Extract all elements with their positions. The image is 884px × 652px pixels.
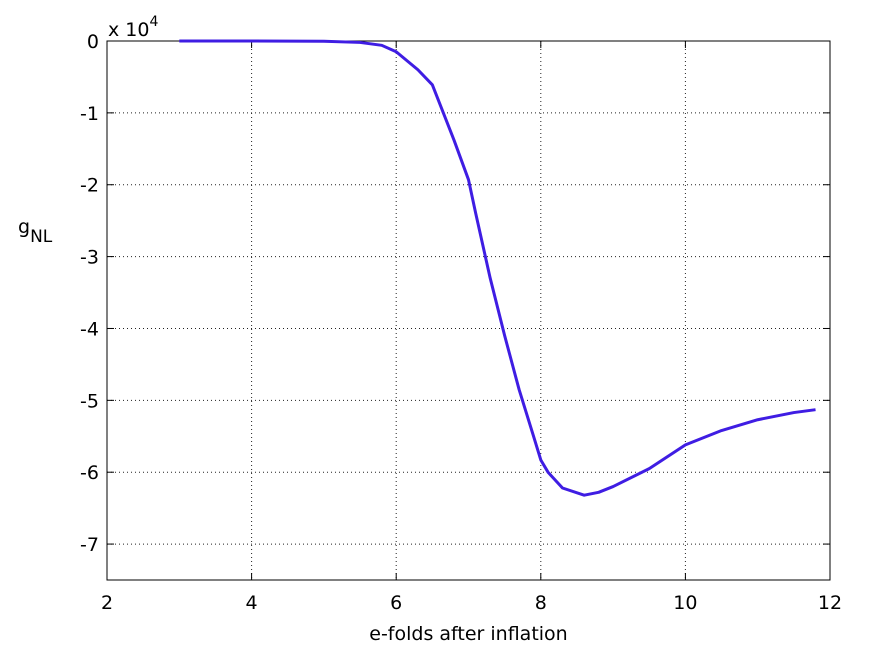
y-tick-label: -1: [80, 103, 99, 125]
plot-frame: [106, 40, 831, 581]
x-tick-label: 8: [535, 592, 547, 614]
x-tick-label: 2: [101, 592, 113, 614]
y-exponent-base: x 10: [108, 19, 149, 41]
y-axis-label: gNL: [18, 216, 53, 247]
x-axis-label: e-folds after inflation: [369, 623, 567, 645]
y-tick-label: -2: [80, 175, 99, 197]
y-tick-label: -3: [80, 247, 99, 269]
x-tick-label: 10: [673, 592, 697, 614]
y-tick-label: -5: [80, 390, 99, 412]
y-exponent-power: 4: [149, 14, 158, 30]
y-axis-label-subscript: NL: [30, 227, 53, 247]
x-tick-label: 12: [818, 592, 842, 614]
y-tick-label: 0: [87, 31, 99, 53]
y-tick-label: -4: [80, 318, 99, 340]
y-tick-label: -7: [80, 534, 99, 556]
x-tick-label: 4: [246, 592, 258, 614]
data-line: [179, 39, 816, 497]
y-tick-label: -6: [80, 462, 99, 484]
y-axis-label-base: g: [18, 216, 30, 238]
x-tick-label: 6: [390, 592, 402, 614]
y-exponent: x 104: [108, 14, 158, 41]
